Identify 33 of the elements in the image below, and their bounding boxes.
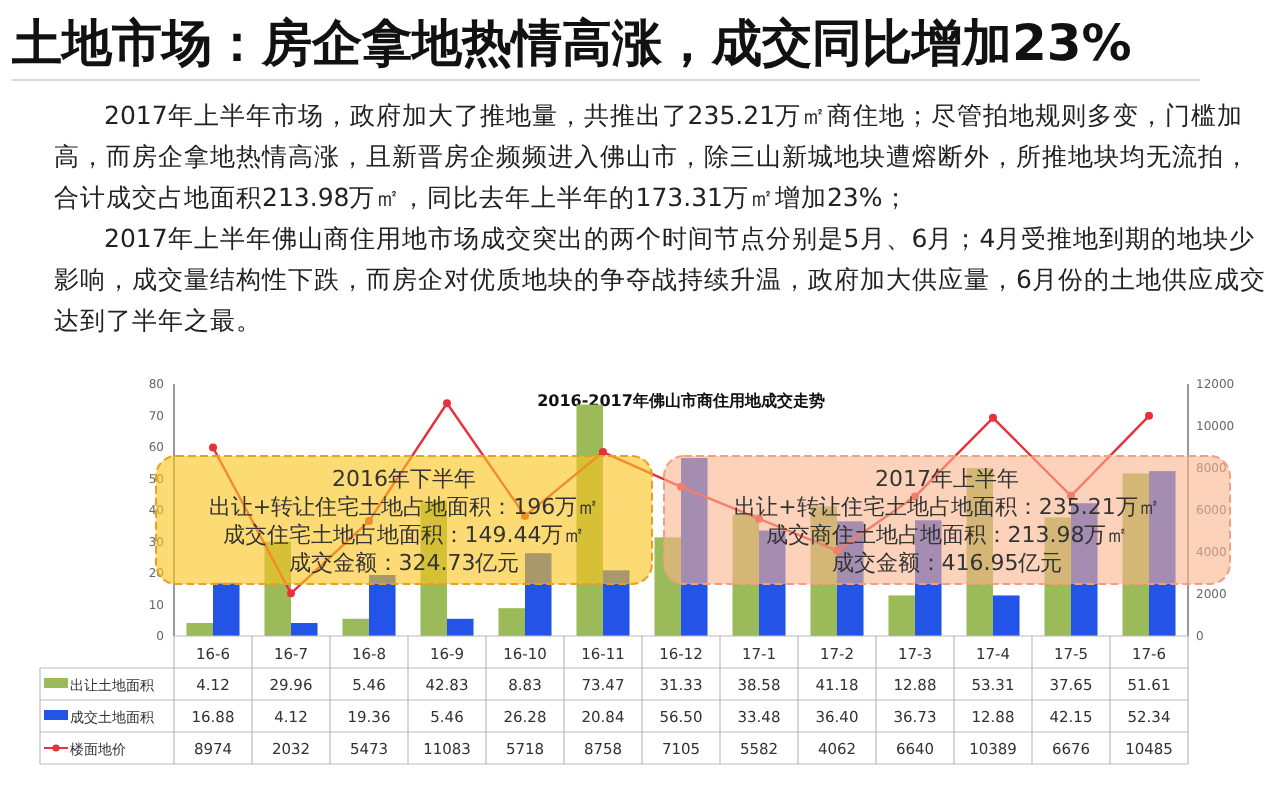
bar [732, 514, 759, 636]
annotation: 成交金额：324.73亿元 [288, 550, 520, 576]
bar [525, 553, 552, 636]
bar [447, 618, 474, 636]
bar [342, 618, 369, 636]
text: 土地市场：房企拿地热情高涨，成交同比增加23% [10, 14, 1132, 72]
point [599, 448, 607, 457]
bar [369, 575, 396, 636]
point [287, 589, 295, 598]
bar [291, 623, 318, 636]
annotation: 出让+转让住宅土地占地面积：196万㎡ [208, 494, 600, 520]
point [677, 482, 685, 491]
bar [498, 608, 525, 636]
bar [654, 537, 681, 636]
bar [993, 595, 1020, 636]
annotation: 2016年下半年 [332, 466, 476, 492]
annotation: 成交住宅土地占地面积：149.44万㎡ [222, 522, 586, 548]
bar [186, 623, 213, 636]
point [989, 413, 997, 422]
text: 2016-2017年佛山市商住用地成交走势 [537, 390, 825, 410]
point [209, 443, 217, 452]
annotation: 出让+转让住宅土地占地面积：235.21万㎡ [734, 494, 1160, 520]
text: 2017年上半年市场，政府加大了推地量，共推出了235.21万㎡商住地；尽管拍地规则多变，门槛加高，而房企拿地热情高涨，且新晋房企频频进入佛山市，除三山新城地块遭熔断外，所推地块均无流拍，合计成交占地面积213.98万㎡，同比去年上半年的173.31万㎡增加23%； [54, 100, 1250, 212]
point [443, 399, 451, 408]
text: 2017年上半年佛山商住用地市场成交突出的两个时间节点分别是5月、6月；4月受推地到期的地块少影响，成交量结构性下跌，而房企对优质地块的争夺战持续升温，政府加大供应量，6月份的土地供应成交达到了半年之最。 [54, 223, 1266, 335]
bar [264, 541, 291, 636]
bar [213, 582, 240, 636]
annotation: 2017年上半年 [875, 466, 1019, 492]
bar [681, 458, 708, 636]
point [1145, 411, 1153, 420]
annotation: 成交金额：416.95亿元 [831, 550, 1063, 576]
bar [888, 595, 915, 636]
bar [603, 570, 630, 636]
